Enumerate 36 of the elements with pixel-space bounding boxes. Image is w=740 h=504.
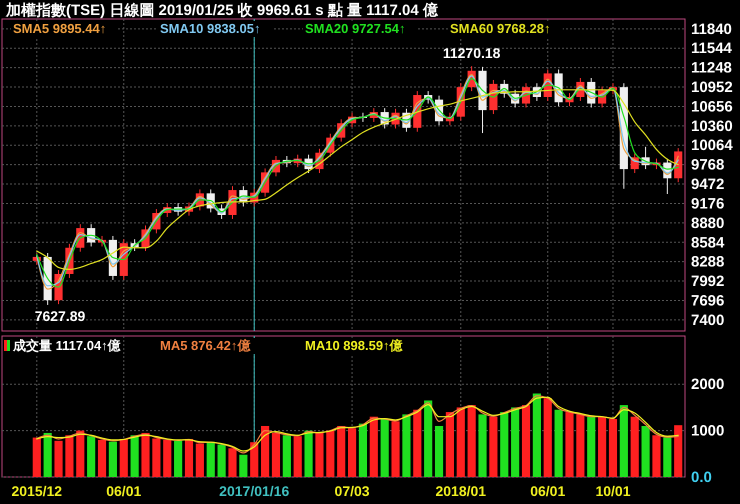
y-tick-label: 10952 [691, 79, 733, 96]
x-tick-label: 2017/01/16 [219, 483, 290, 499]
y-tick-label: 2000 [691, 376, 724, 394]
legend-label: 成交量 1117.04↑億 [12, 338, 122, 353]
y-tick-label: 8288 [691, 254, 724, 271]
y-tick-label: 10064 [691, 137, 734, 154]
y-tick-label: 10656 [691, 98, 733, 116]
text: SMA60 9768.28↑ [450, 21, 550, 36]
y-tick-label: 8584 [691, 234, 726, 252]
x-tick-label: 10/01 [595, 483, 631, 499]
y-tick-label: 8880 [691, 214, 724, 232]
y-tick-label: 9768 [691, 156, 724, 174]
y-tick-label: 7400 [691, 312, 724, 329]
x-tick-label: 06/01 [106, 483, 142, 499]
chart-title: 加權指數(TSE) 日線圖 2019/01/25 收 9969.61 s 點 量 1117.04 億 [5, 2, 439, 19]
y-tick-label: 11248 [691, 60, 732, 77]
text: SMA20 9727.54↑ [305, 21, 406, 36]
x-tick-label: 07/03 [334, 483, 370, 499]
text: MA5 876.42↑億 [160, 338, 252, 353]
x-tick-label: 2015/12 [11, 483, 62, 499]
y-tick-label: 11840 [691, 20, 732, 38]
x-tick-label: 06/01 [530, 483, 566, 499]
annotation: 7627.89 [34, 308, 86, 324]
text: SMA10 9838.05↑ [160, 21, 260, 36]
annotation: 11270.18 [442, 45, 501, 62]
y-tick-label: 10360 [691, 118, 733, 135]
y-tick-label: 7992 [691, 273, 724, 290]
text: MA10 898.59↑億 [305, 338, 404, 353]
x-tick-label: 2018/01 [435, 483, 486, 499]
y-tick-label: 11544 [691, 40, 733, 58]
text: SMA5 9895.44↑ [13, 21, 106, 36]
y-tick-label: 1000 [691, 422, 724, 440]
y-tick-label: 9472 [691, 176, 724, 194]
y-tick-label: 0.0 [691, 469, 712, 486]
y-tick-label: 9176 [691, 195, 724, 212]
y-tick-label: 7696 [691, 292, 724, 310]
